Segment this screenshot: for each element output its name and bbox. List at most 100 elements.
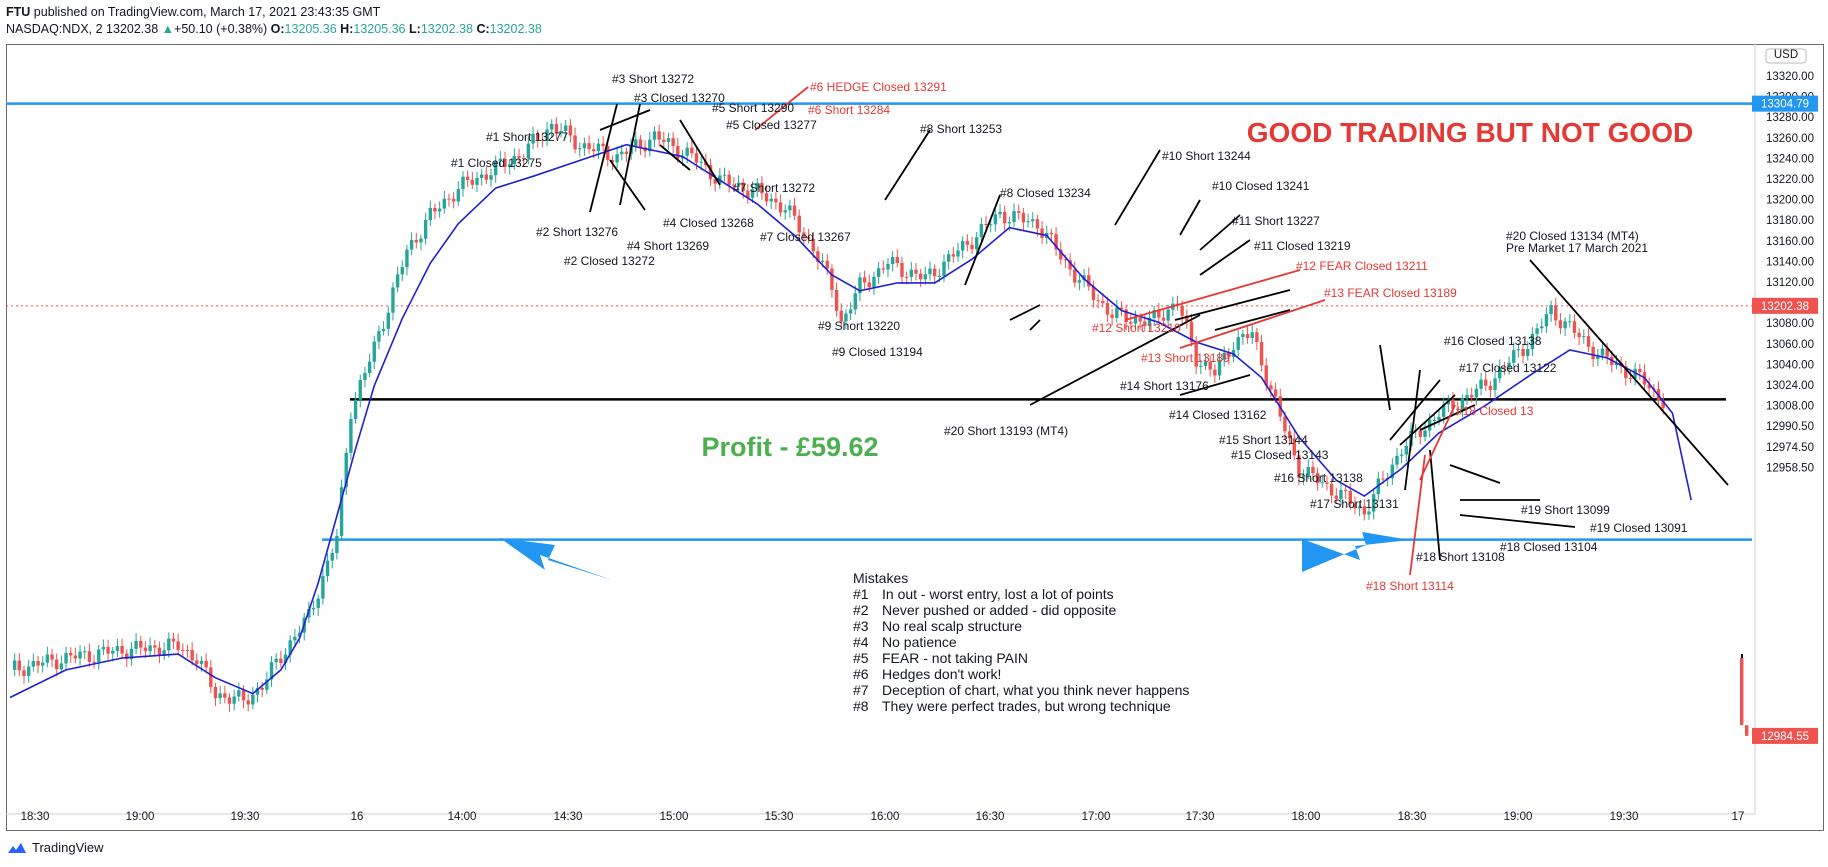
candle-body [1245,334,1250,339]
y-tick-label: 13320.00 [1766,71,1814,83]
candle-body [1348,490,1352,504]
candle-body [73,655,78,659]
candle-body [475,177,479,185]
candle-body [811,238,815,252]
candle-body [783,210,787,213]
candle-body [1311,466,1315,474]
trade-annotation: #16 Closed 13138 [1444,334,1542,348]
candle-body [1423,430,1427,437]
price-badge [1752,727,1818,744]
candle-body [26,666,31,676]
candle-body [1185,315,1189,322]
symbol-label[interactable]: NASDAQ:NDX, 2 [6,22,103,36]
candle-body [1035,219,1040,229]
tradingview-logo-icon[interactable] [6,841,28,855]
candle-body [344,452,348,488]
brand-label[interactable]: TradingView [32,840,104,855]
candle-body [1339,489,1343,499]
trade-annotation: #2 Closed 13272 [564,254,655,268]
trade-annotation: #15 Closed 13143 [1231,448,1329,462]
candle-body [998,211,1002,215]
candle-body [395,274,400,288]
price-badge-label: 13304.79 [1761,99,1809,111]
candle-body [1591,346,1595,360]
x-tick-label: 17:30 [1186,811,1215,823]
trade-annotation: #14 Closed 13162 [1169,408,1267,422]
candle-body [111,650,115,654]
candle-body [788,205,792,211]
annotation-line [599,109,651,131]
candle-body [1077,280,1082,283]
candle-body [1096,300,1100,302]
candle-body [610,159,615,163]
candle-body [101,647,106,650]
trade-annotation: #3 Closed 13270 [634,91,725,105]
x-tick-label: 18:30 [1398,811,1427,823]
low-label: L: [409,22,421,36]
trade-annotation: #3 Short 13272 [612,72,694,86]
y-tick-label: 13220.00 [1766,174,1814,186]
candle-body [353,399,358,419]
candle-body [858,277,862,294]
x-tick-label: 19:30 [231,811,260,823]
candle-body [932,268,937,277]
candle-body [554,123,559,133]
candle-body [288,640,292,655]
annotation-line [1174,289,1291,321]
candle-body [942,261,946,277]
candle-body [531,133,535,144]
candle-body [1259,342,1264,366]
candle-body [311,607,316,610]
trade-annotation: #8 Closed 13234 [1000,186,1091,200]
candle-body [1628,378,1633,380]
candle-body [167,638,171,651]
arrow-up-icon: ▲ [161,22,175,36]
y-tick-label: 13280.00 [1766,112,1814,124]
annotation-line [1429,449,1441,561]
candle-body [1530,333,1535,350]
annotation-line [1114,149,1161,226]
mistake-number: #8 [853,698,869,714]
candle-body [1129,322,1133,324]
trade-annotation: #4 Short 13269 [627,239,709,253]
candle-body [134,640,138,649]
candle-body [461,176,465,190]
annotation-line [1029,319,1041,331]
price-chart[interactable]: #3 Short 13272 #3 Closed 13270 #6 HEDGE Cl… [0,0,1828,840]
y-tick-label: 13240.00 [1766,153,1814,165]
trade-annotation: Pre Market 17 March 2021 [1506,241,1648,255]
candle-body [993,214,998,225]
candle-body [204,660,208,668]
publisher-name[interactable]: FTU [6,5,31,19]
candle-body [241,690,246,701]
candle-body [676,145,680,159]
annotation-line [884,129,931,201]
candle-body [419,238,423,243]
candle-body [157,647,162,656]
trade-annotation: #13 Short 13189 [1141,351,1230,365]
candle-body [1740,658,1744,726]
candle-body [391,287,395,313]
x-tick-label: 18:30 [21,811,50,823]
candle-body [526,143,531,159]
mistake-text: Never pushed or added - did opposite [882,602,1116,618]
candle-body [816,251,820,263]
candle-body [592,149,596,152]
candle-body [951,254,956,257]
annotation-line [1179,299,1326,349]
candle-body [1040,228,1044,238]
candle-body [839,310,843,322]
candle-body [339,487,344,536]
candle-body [1596,355,1600,360]
candle-body [540,139,545,141]
candle-body [928,268,932,275]
chart-title: GOOD TRADING BUT NOT GOOD [1247,117,1693,148]
candle-body [1395,455,1399,465]
mistake-text: In out - worst entry, lost a lot of poin… [882,586,1114,602]
candle-body [806,236,811,239]
price-badge [1752,95,1818,112]
trade-annotation: #20 Short 13193 (MT4) [944,424,1068,438]
candle-body [1343,489,1348,491]
candle-body [690,147,694,154]
candle-body [1661,400,1665,409]
